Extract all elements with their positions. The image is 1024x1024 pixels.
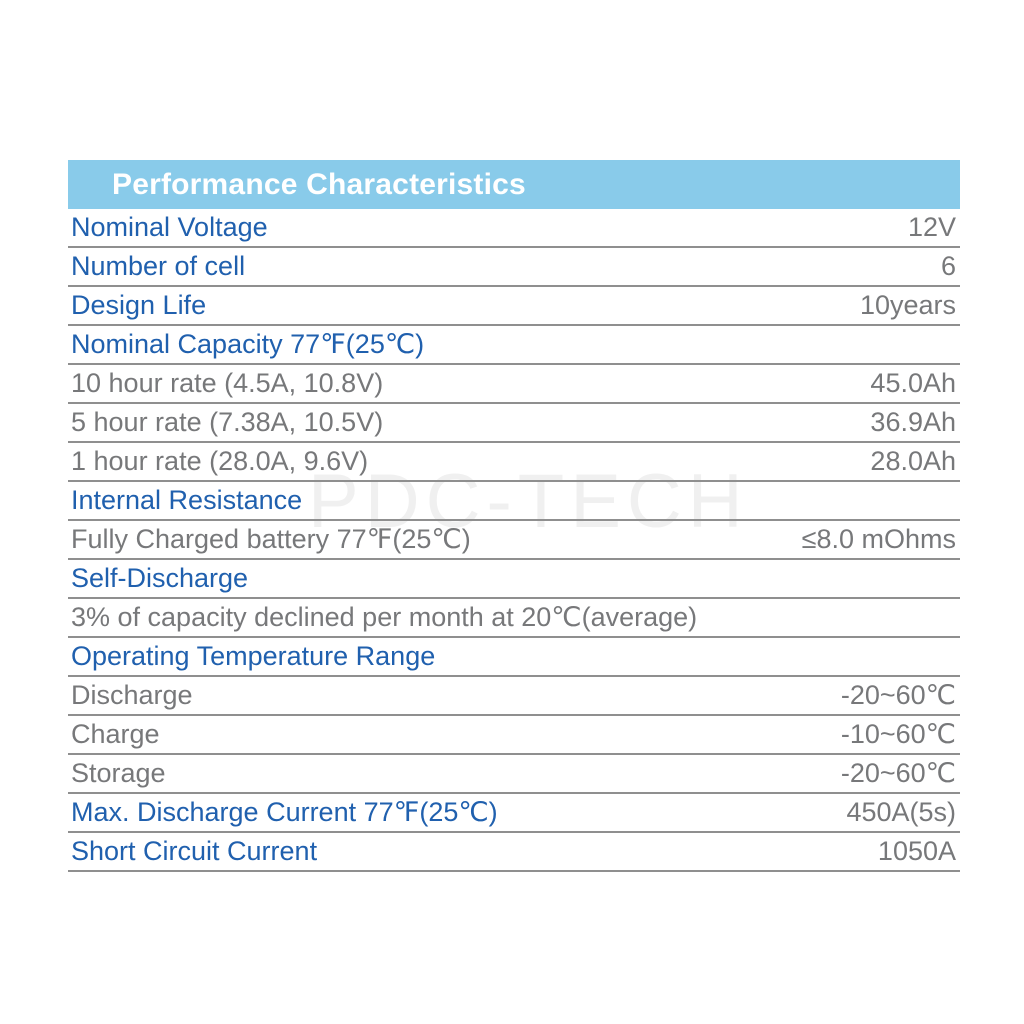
table-row: Internal Resistance (68, 482, 960, 521)
row-label: Charge (71, 719, 160, 749)
table-row: 1 hour rate (28.0A, 9.6V) 28.0Ah (68, 443, 960, 482)
table-row: Discharge -20~60℃ (68, 677, 960, 716)
row-value: 12V (907, 212, 956, 242)
row-label: 1 hour rate (28.0A, 9.6V) (71, 446, 369, 476)
table-row: Operating Temperature Range (68, 638, 960, 677)
row-value: 450A(5s) (846, 797, 956, 827)
row-value: 45.0Ah (870, 368, 956, 398)
row-label: Storage (71, 758, 166, 788)
table-row: Nominal Voltage 12V (68, 209, 960, 248)
row-label: Number of cell (71, 251, 246, 281)
row-label: 5 hour rate (7.38A, 10.5V) (71, 407, 384, 437)
table-rows: Nominal Voltage 12V Number of cell 6 Des… (68, 209, 960, 872)
row-value: 36.9Ah (870, 407, 956, 437)
row-label: Fully Charged battery 77℉(25℃) (71, 524, 471, 554)
row-value: 28.0Ah (870, 446, 956, 476)
table-header-bar: Performance Characteristics (68, 160, 960, 209)
row-label: 10 hour rate (4.5A, 10.8V) (71, 368, 384, 398)
table-row: Design Life 10years (68, 287, 960, 326)
performance-characteristics-table: Performance Characteristics Nominal Volt… (68, 160, 960, 872)
row-label: Nominal Voltage (71, 212, 268, 242)
row-label: Self-Discharge (71, 563, 249, 593)
table-row: Max. Discharge Current 77℉(25℃) 450A(5s) (68, 794, 960, 833)
table-row: Nominal Capacity 77℉(25℃) (68, 326, 960, 365)
row-label: Design Life (71, 290, 207, 320)
row-value: 6 (940, 251, 956, 281)
row-label: 3% of capacity declined per month at 20℃… (71, 602, 698, 632)
row-value: 1050A (877, 836, 956, 866)
row-label: Max. Discharge Current 77℉(25℃) (71, 797, 498, 827)
table-row: Charge -10~60℃ (68, 716, 960, 755)
table-row: Short Circuit Current 1050A (68, 833, 960, 872)
row-label: Nominal Capacity 77℉(25℃) (71, 329, 425, 359)
table-row: Number of cell 6 (68, 248, 960, 287)
table-row: 10 hour rate (4.5A, 10.8V) 45.0Ah (68, 365, 960, 404)
row-value: -20~60℃ (840, 758, 956, 788)
table-row: Fully Charged battery 77℉(25℃) ≤8.0 mOhm… (68, 521, 960, 560)
table-row: Storage -20~60℃ (68, 755, 960, 794)
watermark-text: PDC-TECH (308, 459, 749, 544)
table-row: Self-Discharge (68, 560, 960, 599)
row-label: Internal Resistance (71, 485, 303, 515)
row-label: Short Circuit Current (71, 836, 318, 866)
row-value: ≤8.0 mOhms (801, 524, 956, 554)
row-label: Discharge (71, 680, 193, 710)
table-title: Performance Characteristics (112, 167, 526, 201)
row-value: -10~60℃ (840, 719, 956, 749)
row-label: Operating Temperature Range (71, 641, 436, 671)
table-row: 5 hour rate (7.38A, 10.5V) 36.9Ah (68, 404, 960, 443)
row-value: 10years (859, 290, 956, 320)
row-value: -20~60℃ (840, 680, 956, 710)
table-row: 3% of capacity declined per month at 20℃… (68, 599, 960, 638)
